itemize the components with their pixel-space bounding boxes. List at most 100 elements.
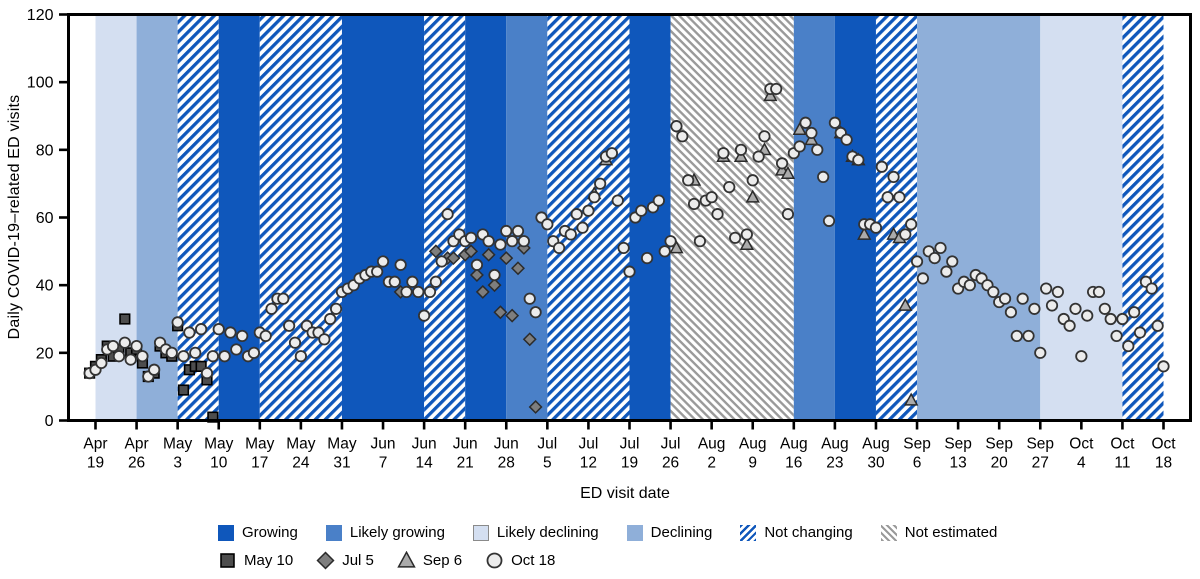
svg-text:13: 13	[949, 455, 966, 472]
svg-text:21: 21	[457, 455, 474, 472]
svg-text:Jul: Jul	[579, 436, 599, 453]
svg-text:Sep: Sep	[1026, 436, 1054, 453]
legend-label: Declining	[650, 524, 713, 541]
svg-text:23: 23	[826, 455, 843, 472]
svg-text:27: 27	[1032, 455, 1049, 472]
svg-text:6: 6	[913, 455, 922, 472]
series-oct-18-points	[83, 82, 1170, 383]
not_changing-swatch-icon	[740, 524, 757, 541]
svg-text:26: 26	[662, 455, 679, 472]
svg-text:100: 100	[27, 75, 54, 92]
svg-text:40: 40	[36, 278, 54, 295]
svg-text:Jul: Jul	[537, 436, 557, 453]
circle-marker-icon	[486, 552, 503, 569]
not_estimated-swatch-icon	[880, 524, 897, 541]
svg-text:7: 7	[379, 455, 388, 472]
band-growing	[341, 15, 425, 420]
chart-canvas: 020406080100120Apr19Apr26May3May10May17M…	[27, 7, 1192, 472]
svg-text:31: 31	[333, 455, 350, 472]
legend-label: Not estimated	[904, 524, 998, 541]
svg-text:Sep: Sep	[903, 436, 931, 453]
svg-text:60: 60	[36, 210, 54, 227]
legend-report-dates: May 10 Jul 5 Sep 6 Oct 18	[218, 551, 555, 570]
svg-text:30: 30	[867, 455, 885, 472]
svg-text:3: 3	[173, 455, 182, 472]
svg-text:Oct: Oct	[1151, 436, 1176, 453]
band-not_changing	[875, 15, 918, 420]
likely_growing-swatch-icon	[325, 524, 342, 541]
svg-text:Aug: Aug	[739, 436, 767, 453]
y-tick-labels: 0 20 40 60 80 100 120	[27, 7, 54, 430]
svg-text:May: May	[286, 436, 316, 453]
svg-text:Jul: Jul	[620, 436, 640, 453]
svg-text:26: 26	[128, 455, 145, 472]
legend-item-likely_declining: Likely declining	[472, 524, 599, 541]
svg-text:17: 17	[251, 455, 268, 472]
svg-text:9: 9	[748, 455, 757, 472]
svg-text:May: May	[204, 436, 234, 453]
band-not_changing	[547, 15, 630, 420]
svg-text:20: 20	[991, 455, 1009, 472]
legend-item-asof-oct-18: Oct 18	[485, 551, 555, 570]
svg-text:Jun: Jun	[371, 436, 396, 453]
svg-text:Jun: Jun	[494, 436, 519, 453]
svg-text:Jul: Jul	[661, 436, 681, 453]
legend-label: Sep 6	[422, 552, 463, 569]
svg-text:19: 19	[621, 455, 638, 472]
svg-text:28: 28	[498, 455, 515, 472]
svg-text:19: 19	[87, 455, 104, 472]
legend-label: Not changing	[764, 524, 853, 541]
legend-label: Likely declining	[496, 524, 599, 541]
legend-item-growing: Growing	[218, 524, 298, 541]
svg-text:24: 24	[292, 455, 310, 472]
svg-text:11: 11	[1114, 455, 1130, 472]
svg-text:10: 10	[210, 455, 228, 472]
svg-text:Sep: Sep	[985, 436, 1013, 453]
legend-item-asof-sep-6: Sep 6	[397, 551, 462, 570]
svg-text:4: 4	[1077, 455, 1086, 472]
svg-text:120: 120	[27, 7, 54, 24]
svg-text:16: 16	[785, 455, 802, 472]
legend-item-not_estimated: Not estimated	[880, 524, 998, 541]
legend-label: Jul 5	[342, 552, 374, 569]
legend-label: Growing	[242, 524, 298, 541]
legend-label: May 10	[244, 552, 294, 569]
svg-text:Aug: Aug	[862, 436, 890, 453]
plot-frame	[67, 13, 1192, 422]
x-axis-title: ED visit date	[580, 485, 670, 502]
legend-item-asof-may-10: May 10	[218, 551, 293, 570]
svg-text:18: 18	[1155, 455, 1172, 472]
svg-text:14: 14	[415, 455, 433, 472]
band-growing	[834, 15, 876, 420]
legend-item-likely_growing: Likely growing	[325, 524, 445, 541]
svg-text:Aug: Aug	[780, 436, 808, 453]
band-growing	[465, 15, 507, 420]
svg-text:May: May	[163, 436, 193, 453]
svg-text:2: 2	[707, 455, 716, 472]
svg-text:5: 5	[543, 455, 552, 472]
svg-text:Apr: Apr	[125, 436, 149, 453]
legend-label: Oct 18	[511, 552, 556, 569]
svg-text:Oct: Oct	[1069, 436, 1094, 453]
x-tick-labels: Apr19Apr26May3May10May17May24May31Jun7Ju…	[83, 436, 1176, 472]
svg-text:80: 80	[36, 142, 54, 159]
legend-trend-categories: Growing Likely growing Likely declining Dec…	[218, 524, 997, 541]
svg-text:Jun: Jun	[453, 436, 478, 453]
legend-item-asof-jul-5: Jul 5	[316, 551, 374, 570]
legend-label: Likely growing	[349, 524, 445, 541]
svg-text:Sep: Sep	[944, 436, 972, 453]
square-marker-icon	[220, 553, 235, 568]
declining-swatch-icon	[626, 524, 643, 541]
legend-item-not_changing: Not changing	[740, 524, 853, 541]
svg-text:Oct: Oct	[1110, 436, 1135, 453]
svg-text:Jun: Jun	[412, 436, 437, 453]
svg-text:May: May	[245, 436, 275, 453]
y-axis-label: Daily COVID-19–related ED visits	[6, 94, 23, 340]
growing-swatch-icon	[218, 524, 234, 541]
svg-text:0: 0	[45, 413, 54, 430]
svg-text:20: 20	[36, 345, 54, 362]
svg-text:12: 12	[580, 455, 597, 472]
svg-text:Aug: Aug	[821, 436, 849, 453]
band-not_changing	[1122, 15, 1164, 420]
